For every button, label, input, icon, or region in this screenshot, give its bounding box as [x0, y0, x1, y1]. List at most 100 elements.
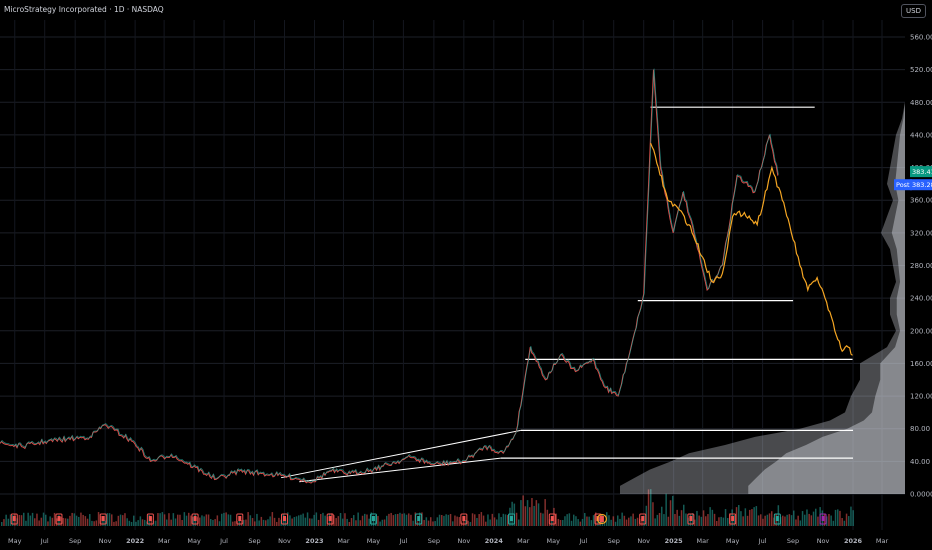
volume-bar: [768, 513, 771, 526]
volume-bar: [60, 516, 62, 526]
earnings-marker[interactable]: [236, 513, 244, 525]
earnings-marker[interactable]: [729, 513, 737, 525]
volume-bar: [144, 519, 146, 526]
volume-bar: [529, 507, 531, 526]
flag-frame: [415, 513, 423, 525]
volume-bar: [471, 513, 474, 526]
volume-bar: [128, 520, 131, 526]
volume-bar: [269, 516, 271, 526]
flag-frame: [369, 513, 377, 525]
y-axis[interactable]: 0.0000 40.00 80.00 120.00 160.00 200.00 240.00…: [910, 34, 932, 499]
dividend-marker[interactable]: [773, 513, 781, 525]
volume-bar: [223, 512, 225, 526]
volume-bar: [496, 519, 498, 526]
x-tick-label: Mar: [158, 537, 171, 545]
volume-bar: [31, 512, 34, 526]
volume-bar: [801, 511, 804, 526]
volume-bar: [584, 513, 586, 526]
volume-bar: [300, 514, 302, 526]
volume-bar: [502, 513, 505, 526]
dividend-marker[interactable]: [369, 513, 377, 525]
volume-bar: [762, 518, 764, 526]
volume-bar: [34, 518, 36, 526]
volume-bar: [399, 512, 401, 526]
volume-bar: [485, 521, 487, 526]
flag-frame: [460, 513, 468, 525]
earnings-marker[interactable]: [191, 513, 199, 525]
event-circle: [596, 513, 608, 525]
volume-bar: [751, 509, 753, 526]
volume-bar: [449, 513, 452, 526]
volume-bar: [755, 506, 758, 526]
earnings-marker[interactable]: [10, 513, 18, 525]
earnings-marker[interactable]: [55, 513, 63, 525]
volume-bar: [3, 519, 5, 526]
flag-glyph: [641, 516, 645, 521]
volume-bar: [746, 515, 749, 526]
x-tick-label: May: [8, 537, 22, 545]
earnings-marker[interactable]: [281, 513, 289, 525]
volume-bar: [788, 514, 791, 526]
volume-bar: [782, 515, 784, 526]
volume-bar: [117, 515, 120, 526]
volume-bar: [357, 512, 359, 526]
flag-frame: [146, 513, 154, 525]
volume-bar: [295, 516, 298, 526]
trendline: [299, 457, 501, 483]
volume-bar: [432, 521, 434, 526]
volume-bar: [467, 520, 469, 526]
event-marker[interactable]: [819, 513, 827, 525]
dividend-marker[interactable]: [508, 513, 516, 525]
volume-bar: [696, 510, 698, 526]
volume-bar: [619, 518, 621, 526]
price-badges: 383.41Post383.28: [894, 166, 932, 191]
x-tick-label: Jul: [578, 537, 587, 545]
volume-bar: [667, 516, 670, 526]
volume-bar: [298, 515, 300, 526]
currency-button[interactable]: USD: [901, 4, 926, 18]
dividend-marker[interactable]: [415, 513, 423, 525]
volume-bar: [62, 517, 65, 526]
volume-bar: [166, 519, 168, 526]
volume-bar: [852, 510, 854, 526]
earnings-marker[interactable]: [99, 513, 107, 525]
volume-bar: [188, 512, 190, 526]
volume-bar: [777, 505, 780, 526]
volume-bar: [333, 515, 335, 526]
volume-bar: [544, 499, 546, 526]
event-markers[interactable]: [10, 513, 827, 525]
earnings-marker[interactable]: [326, 513, 334, 525]
horizontal-levels[interactable]: [500, 106, 854, 459]
flag-glyph: [12, 516, 16, 521]
volume-bar: [753, 507, 755, 526]
volume-bar: [177, 514, 179, 526]
volume-bar: [797, 515, 799, 526]
volume-bar: [306, 512, 309, 526]
volume-bar: [185, 515, 188, 526]
volume-bar: [203, 516, 205, 526]
volume-bar: [625, 519, 628, 526]
earnings-marker[interactable]: [460, 513, 468, 525]
x-axis[interactable]: May Jul Sep Nov 2022 Mar May Jul Sep Nov 2023 Mar Ma…: [8, 537, 888, 545]
volume-bar: [526, 500, 529, 526]
volume-bar: [155, 520, 157, 526]
volume-bar: [808, 513, 810, 526]
earnings-marker[interactable]: [687, 513, 695, 525]
earnings-marker[interactable]: [548, 513, 556, 525]
earnings-marker[interactable]: [639, 513, 647, 525]
trendlines[interactable]: [280, 429, 521, 483]
volume-bar: [579, 521, 582, 526]
volume-bar: [51, 517, 54, 526]
volume-bar: [669, 500, 672, 526]
volume-bar: [672, 495, 674, 526]
badge-bg: [910, 179, 932, 191]
volume-bar: [408, 513, 410, 526]
flag-frame: [639, 513, 647, 525]
volume-bar: [25, 520, 27, 526]
volume-bar: [832, 520, 835, 526]
earnings-marker[interactable]: [146, 513, 154, 525]
x-tick-label: May: [367, 537, 381, 545]
event-marker[interactable]: [596, 513, 608, 525]
flag-glyph: [821, 516, 825, 521]
